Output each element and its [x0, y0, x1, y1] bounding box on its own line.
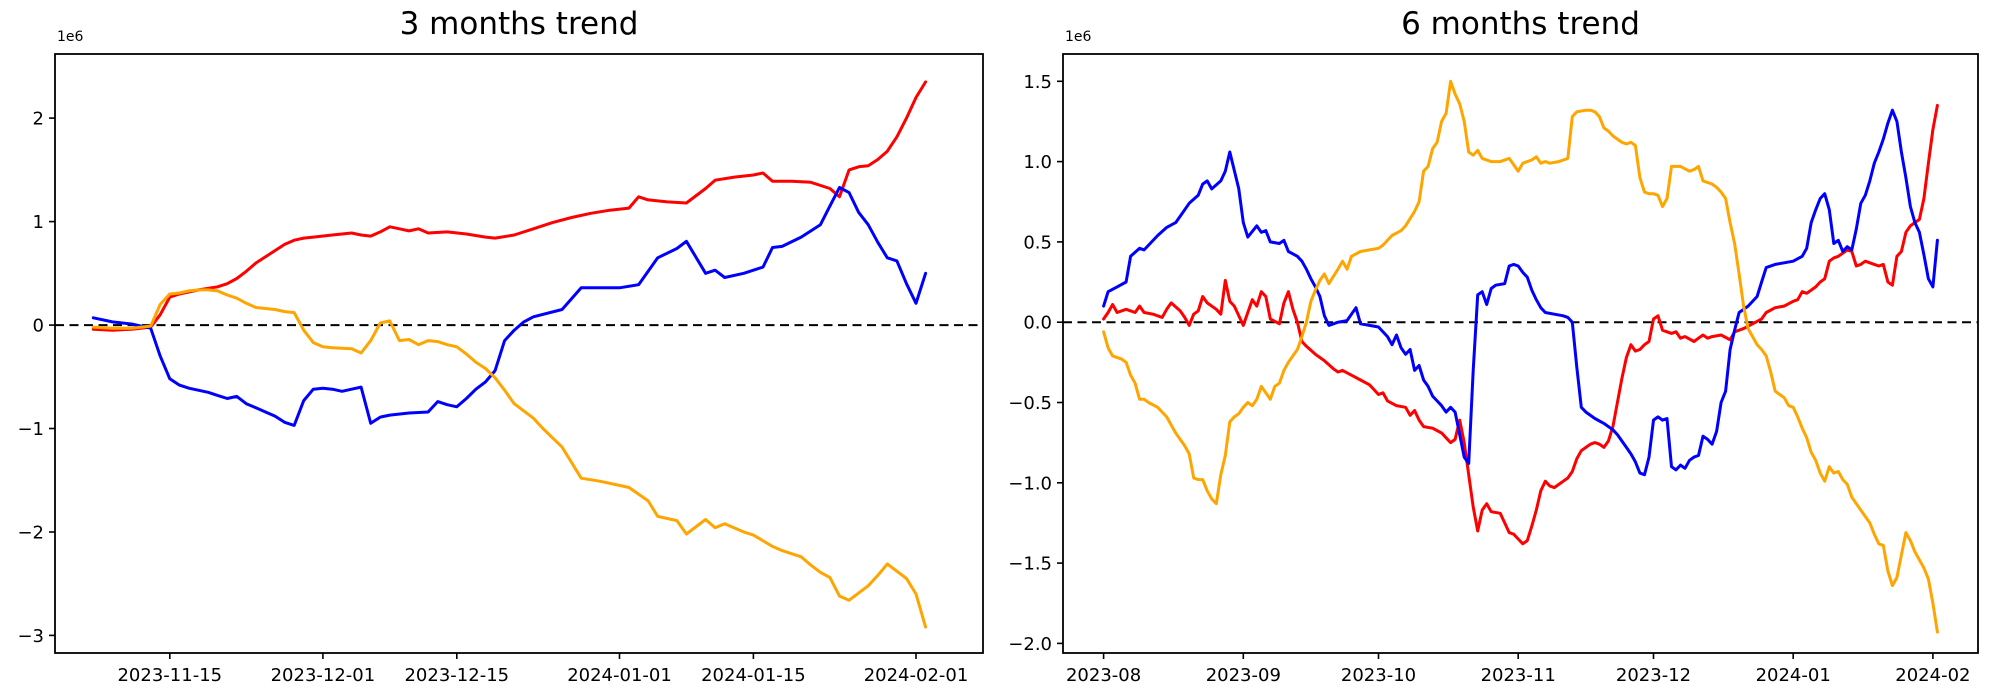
y-tick-label: 2 — [33, 109, 44, 130]
right-y-axis-offset-label: 1e6 — [1065, 29, 1092, 45]
y-tick-label: −3 — [17, 626, 44, 647]
series-blue-line — [1102, 108, 1939, 477]
x-tick-label: 2023-12-15 — [404, 665, 509, 686]
y-tick-label: −1.0 — [1008, 473, 1052, 494]
x-tick-label: 2024-01 — [1756, 665, 1831, 686]
x-tick-label: 2023-08 — [1066, 665, 1141, 686]
axes-frame — [54, 53, 984, 654]
y-tick-label: −1 — [17, 419, 44, 440]
x-tick-label: 2024-01-15 — [701, 665, 806, 686]
y-tick-label: −2.0 — [1008, 634, 1052, 655]
y-tick-label: 1.5 — [1023, 72, 1052, 93]
y-tick-label: −1.5 — [1008, 554, 1052, 575]
left-chart-title: 3 months trend — [399, 6, 639, 42]
y-tick-label: 0.0 — [1023, 313, 1052, 334]
y-tick-label: 0.5 — [1023, 232, 1052, 253]
y-tick-label: 1.0 — [1023, 152, 1052, 173]
y-tick-label: −2 — [17, 523, 44, 544]
x-tick-label: 2024-02-01 — [864, 665, 969, 686]
x-tick-label: 2024-01-01 — [567, 665, 672, 686]
x-tick-label: 2023-12 — [1616, 665, 1691, 686]
x-tick-label: 2023-11 — [1481, 665, 1556, 686]
y-tick-label: −0.5 — [1008, 393, 1052, 414]
x-tick-label: 2023-11-15 — [117, 665, 222, 686]
left-y-axis-offset-label: 1e6 — [57, 29, 84, 45]
series-orange-line — [91, 288, 928, 629]
series-red-line — [1102, 103, 1939, 546]
x-tick-label: 2024-02 — [1895, 665, 1970, 686]
x-tick-label: 2023-10 — [1341, 665, 1416, 686]
y-tick-label: 1 — [33, 212, 44, 233]
x-tick-label: 2023-12-01 — [271, 665, 376, 686]
right-chart-title: 6 months trend — [1401, 6, 1640, 42]
y-tick-label: 0 — [33, 316, 44, 337]
series-blue-line — [91, 186, 928, 427]
series-orange-line — [1102, 79, 1939, 634]
x-tick-label: 2023-09 — [1206, 665, 1281, 686]
series-red-line — [91, 80, 928, 332]
axes-frame — [1062, 53, 1979, 654]
